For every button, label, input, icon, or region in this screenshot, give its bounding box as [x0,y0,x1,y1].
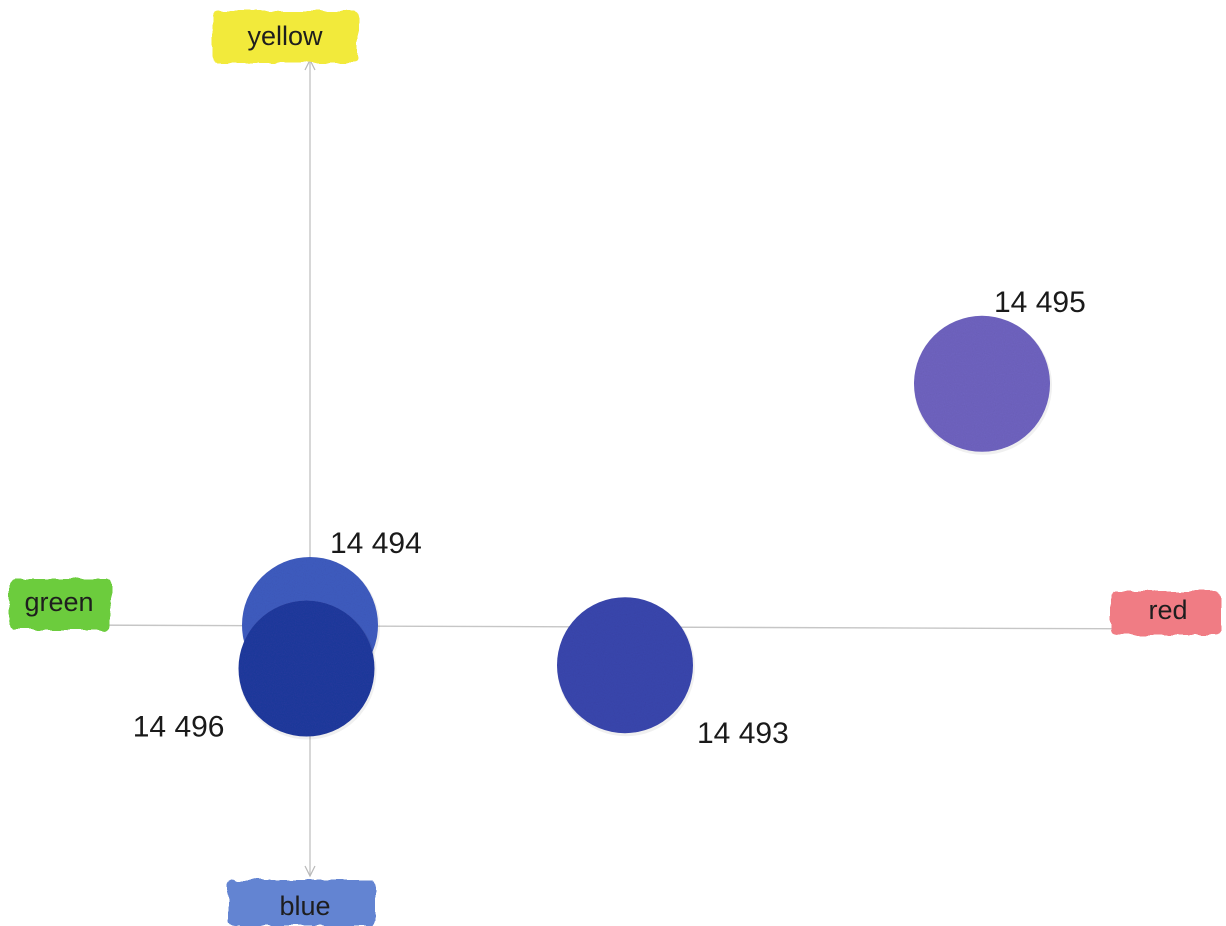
data-label-14494: 14 494 [330,527,422,560]
axis-label-green-text: green [24,587,93,617]
data-label-14496: 14 496 [133,711,225,744]
axis-labels: yellow green red blue [9,11,1221,926]
axis-label-blue: blue [228,880,376,926]
arrowhead-down-icon [304,865,316,878]
axes [56,58,1190,878]
data-point-14496 [238,600,375,737]
data-point-14495 [914,315,1050,452]
axis-label-red-text: red [1148,595,1187,625]
axis-label-yellow-text: yellow [247,21,323,51]
data-points [238,315,1052,740]
axis-label-blue-text: blue [279,891,330,921]
axis-label-yellow: yellow [212,11,358,63]
data-point-labels: 14 493 14 495 14 494 14 496 [133,286,1086,750]
data-label-14495: 14 495 [994,286,1086,319]
axis-label-red: red [1111,591,1221,635]
axis-label-green: green [9,579,111,630]
data-label-14493: 14 493 [697,717,789,750]
data-point-14493 [557,597,693,734]
